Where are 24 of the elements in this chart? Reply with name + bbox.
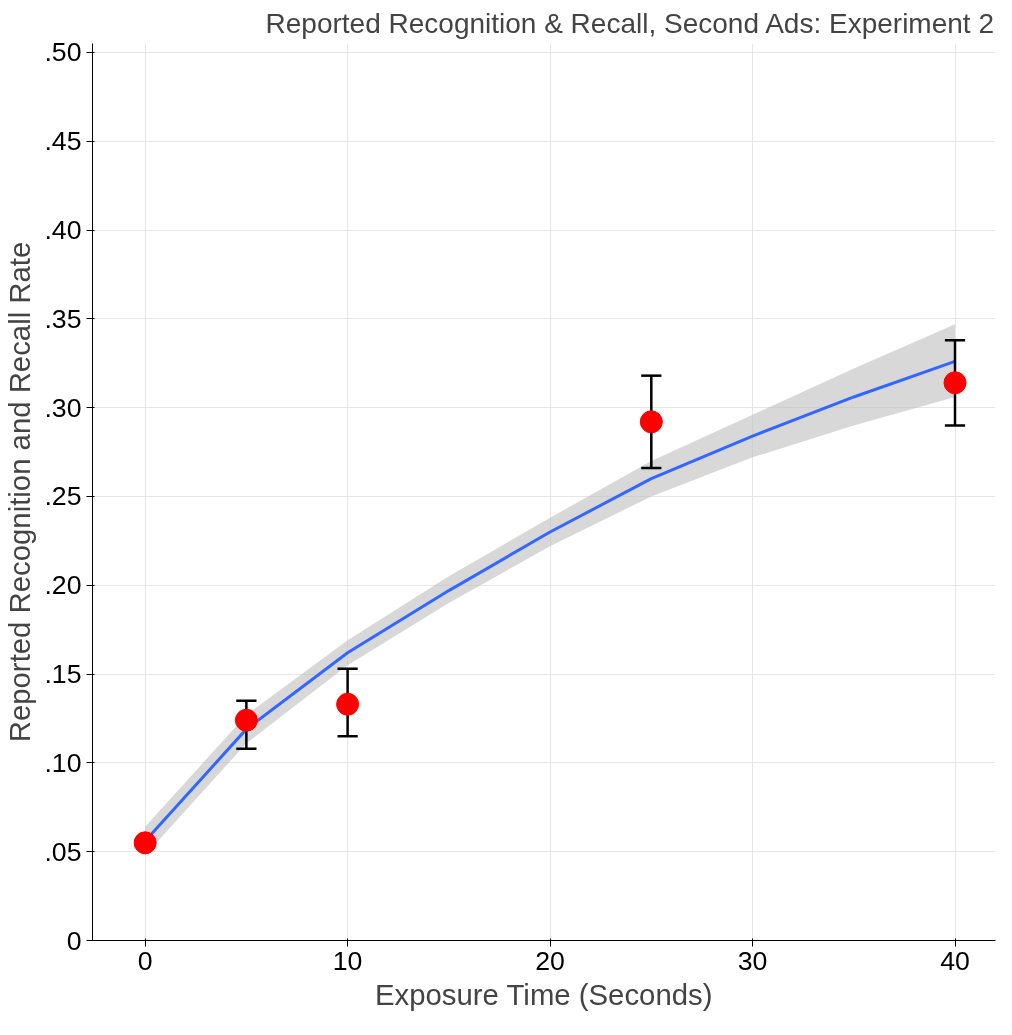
y-tick-label: .10 (44, 747, 82, 778)
chart-title: Reported Recognition & Recall, Second Ads: Experiment 2 (265, 7, 994, 39)
point (639, 410, 663, 434)
x-tick-label: 40 (940, 945, 970, 976)
y-tick-label: .35 (44, 303, 82, 334)
y-tick-label: .40 (44, 215, 82, 245)
y-tick-label: .20 (44, 570, 82, 601)
y-tick-label: .50 (44, 37, 82, 68)
x-tick-label: 30 (737, 945, 768, 976)
y-tick-label: .05 (44, 836, 82, 867)
y-tick-label: .30 (44, 392, 82, 423)
point (943, 371, 967, 395)
point (336, 692, 360, 716)
y-tick-label: 0 (66, 925, 82, 956)
y-tick-label: .15 (44, 659, 82, 690)
point (133, 831, 157, 855)
x-axis-title: Exposure Time (Seconds) (375, 977, 713, 1011)
x-tick-label: 20 (535, 945, 565, 976)
x-tick-label: 0 (137, 945, 153, 976)
point (234, 708, 258, 732)
y-tick-label: .45 (44, 126, 82, 157)
x-tick-label: 10 (332, 945, 363, 976)
y-tick-label: .25 (44, 481, 82, 512)
y-axis-title: Reported Recognition and Recall Rate (3, 241, 37, 743)
